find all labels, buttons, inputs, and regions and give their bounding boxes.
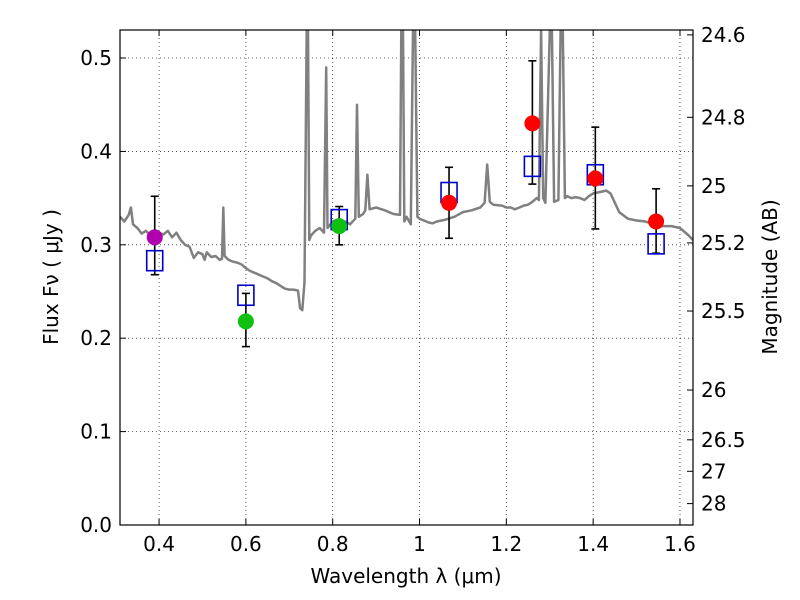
y2-tick-label: 26 — [701, 378, 726, 402]
y-tick-label: 0.3 — [80, 233, 112, 257]
x-tick-label: 1.4 — [577, 532, 609, 556]
plot-frame — [119, 29, 694, 526]
observed-point — [237, 313, 254, 330]
y2-tick-label: 24.8 — [701, 105, 746, 129]
y2-tick-label: 25.5 — [701, 299, 746, 323]
y2-tick-label: 28 — [701, 492, 726, 516]
model-spectrum-layer — [120, 30, 693, 312]
observed-point — [524, 115, 541, 132]
model-photometry-square — [523, 155, 542, 178]
model-photometry-square — [145, 249, 164, 272]
y-tick-label: 0.2 — [80, 326, 112, 350]
y-tick-label: 0.4 — [80, 139, 112, 163]
x-tick-label: 1.2 — [490, 532, 522, 556]
model-spectrum-line — [120, 30, 693, 312]
y2-tick-label: 25.2 — [701, 231, 746, 255]
y2-axis-title: Magnitude (AB) — [758, 199, 782, 354]
observed-point — [587, 170, 604, 187]
y2-tick-label: 27 — [701, 459, 726, 483]
y2-tick-label: 26.5 — [701, 428, 746, 452]
model-photometry-square — [237, 284, 255, 307]
axes-layer: 0.4 0.6 0.8 1 1.2 1.4 1.6 0.0 0.1 0.2 0.3 0.4 0.5 24.… — [80, 23, 745, 556]
y2-tick-label: 24.6 — [701, 23, 746, 47]
y-tick-label: 0.0 — [80, 513, 112, 537]
x-tick-label: 1.6 — [664, 532, 696, 556]
y-tick-label: 0.5 — [80, 46, 112, 70]
x-tick-label: 0.6 — [230, 532, 262, 556]
observed-point — [146, 229, 163, 246]
y-tick-label: 0.1 — [80, 420, 112, 444]
x-axis-title: Wavelength λ (μm) — [310, 564, 501, 588]
x-tick-label: 0.4 — [143, 532, 175, 556]
gridlines — [120, 30, 693, 526]
y2-tick-label: 25 — [701, 174, 726, 198]
observed-point — [331, 218, 348, 235]
x-tick-label: 1 — [413, 532, 426, 556]
y-axis-title: Flux Fν ( μJy ) — [39, 209, 63, 345]
observed-point — [441, 194, 458, 211]
x-tick-label: 0.8 — [317, 532, 349, 556]
data-marks-layer — [145, 60, 665, 348]
model-photometry-square — [647, 233, 665, 255]
observed-point — [648, 213, 665, 230]
